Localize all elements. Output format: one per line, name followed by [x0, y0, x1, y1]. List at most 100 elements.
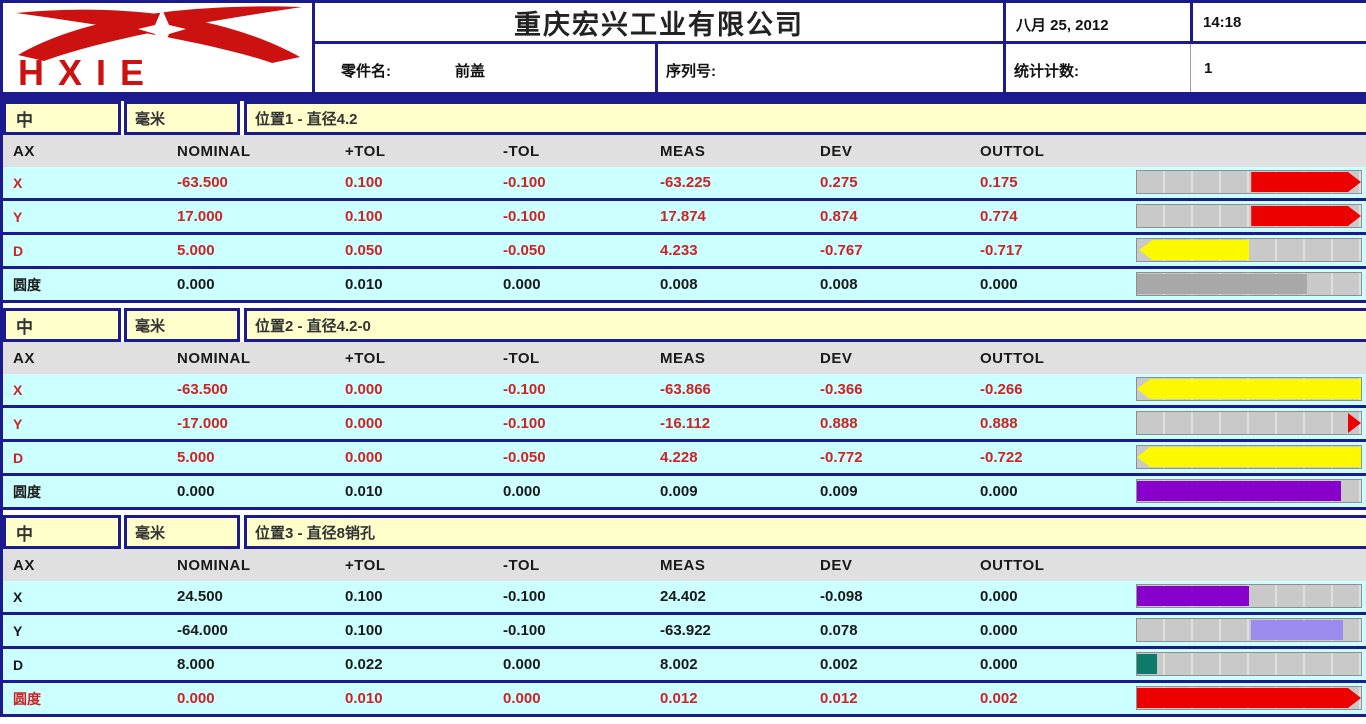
column-header: OUTTOL	[980, 556, 1045, 574]
cell-ax: 圆度	[13, 483, 41, 500]
column-header: NOMINAL	[177, 556, 251, 574]
tolerance-bar-cell	[1134, 476, 1366, 507]
cell-ntol: 0.000	[503, 276, 541, 293]
cell-dev: -0.767	[820, 242, 863, 259]
cell-meas: -16.112	[660, 415, 711, 432]
column-header: OUTTOL	[980, 142, 1045, 160]
column-header: DEV	[820, 349, 853, 367]
table-row: D 5.000 0.050 -0.050 4.233 -0.767 -0.717	[3, 235, 1366, 269]
cell-nominal: -63.500	[177, 381, 228, 398]
table-row: 圆度 0.000 0.010 0.000 0.008 0.008 0.000	[3, 269, 1366, 303]
tolerance-bar-arrow-left	[1137, 379, 1361, 399]
cell-ax: 圆度	[13, 276, 41, 293]
serial-number-label: 序列号:	[666, 63, 716, 80]
cell-ntol: -0.100	[503, 174, 546, 191]
company-name-cell: 重庆宏兴工业有限公司	[312, 0, 1006, 44]
cell-ax: 圆度	[13, 690, 41, 707]
cell-ptol: 0.100	[345, 174, 383, 191]
report-time: 14:18	[1203, 14, 1242, 31]
cell-ntol: -0.100	[503, 622, 546, 639]
tolerance-bar-track	[1136, 584, 1362, 608]
date-cell: 八月 25, 2012	[1003, 0, 1193, 44]
company-logo: HXIE	[0, 0, 315, 95]
cell-dev: 0.888	[820, 415, 858, 432]
cell-ptol: 0.000	[345, 415, 383, 432]
table-row: Y 17.000 0.100 -0.100 17.874 0.874 0.774	[3, 201, 1366, 235]
tolerance-bar-block	[1137, 654, 1158, 674]
svg-text:HXIE: HXIE	[18, 52, 158, 91]
tolerance-bar-cell	[1134, 374, 1366, 405]
column-header: +TOL	[345, 556, 386, 574]
dimension-section: 中毫米 位置2 - 直径4.2-0 AX NOMINAL +TOL -TOL MEAS DEV…	[3, 308, 1366, 510]
cell-dev: 0.002	[820, 656, 858, 673]
hxie-logo-icon: HXIE	[15, 5, 302, 91]
tolerance-bar-cell	[1134, 408, 1366, 439]
column-header-row: AX NOMINAL +TOL -TOL MEAS DEV OUTTOL	[3, 135, 1366, 167]
column-header: -TOL	[503, 142, 540, 160]
cell-ntol: -0.100	[503, 415, 546, 432]
company-name: 重庆宏兴工业有限公司	[514, 9, 804, 40]
cell-outtol: 0.000	[980, 622, 1018, 639]
cell-ntol: 0.000	[503, 483, 541, 500]
section-header: 中毫米 位置3 - 直径8销孔	[3, 515, 1366, 549]
tolerance-bar-arrow-right	[1251, 206, 1361, 226]
tolerance-bar-track	[1136, 204, 1362, 228]
cell-dev: 0.012	[820, 690, 858, 707]
cell-dev: 0.009	[820, 483, 858, 500]
cell-ax: X	[13, 588, 23, 605]
cell-nominal: 0.000	[177, 276, 215, 293]
tolerance-bar-track	[1136, 652, 1362, 676]
cell-dev: 0.874	[820, 208, 858, 225]
tolerance-bar-cell	[1134, 201, 1366, 232]
cell-nominal: 5.000	[177, 449, 215, 466]
stats-count-cell: 统计计数: 1	[1003, 41, 1366, 95]
cell-meas: -63.922	[660, 622, 711, 639]
tolerance-bar-arrow-left	[1139, 240, 1249, 260]
cell-ptol: 0.050	[345, 242, 383, 259]
table-row: Y -17.000 0.000 -0.100 -16.112 0.888 0.888	[3, 408, 1366, 442]
position-symbol: 中	[3, 515, 121, 549]
column-header: -TOL	[503, 556, 540, 574]
tolerance-bar-cell	[1134, 269, 1366, 300]
tolerance-bar-arrow-right	[1348, 413, 1361, 433]
cell-dev: -0.366	[820, 381, 863, 398]
table-row: 圆度 0.000 0.010 0.000 0.009 0.009 0.000	[3, 476, 1366, 510]
cell-outtol: 0.000	[980, 483, 1018, 500]
cell-meas: 0.008	[660, 276, 698, 293]
tolerance-bar-block	[1137, 481, 1341, 501]
dimension-section: 中毫米 位置3 - 直径8销孔 AX NOMINAL +TOL -TOL MEAS DEV OU…	[3, 515, 1366, 717]
cell-nominal: 0.000	[177, 483, 215, 500]
report-date: 八月 25, 2012	[1016, 17, 1109, 34]
column-header: -TOL	[503, 349, 540, 367]
cell-ptol: 0.000	[345, 381, 383, 398]
tolerance-bar-track	[1136, 411, 1362, 435]
section-header: 中毫米 位置2 - 直径4.2-0	[3, 308, 1366, 342]
tolerance-bar-block	[1137, 274, 1308, 294]
cell-outtol: 0.000	[980, 656, 1018, 673]
cell-outtol: 0.002	[980, 690, 1018, 707]
table-row: D 8.000 0.022 0.000 8.002 0.002 0.000	[3, 649, 1366, 683]
section-title: 位置2 - 直径4.2-0	[244, 308, 1366, 342]
cell-ptol: 0.022	[345, 656, 383, 673]
tolerance-bar-track	[1136, 377, 1362, 401]
cell-ax: D	[13, 242, 24, 259]
cell-outtol: -0.266	[980, 381, 1023, 398]
tolerance-bar-cell	[1134, 649, 1366, 680]
cell-nominal: 8.000	[177, 656, 215, 673]
stats-count-value: 1	[1204, 60, 1213, 77]
column-header: NOMINAL	[177, 142, 251, 160]
cell-dev: -0.098	[820, 588, 863, 605]
cell-ntol: -0.050	[503, 449, 546, 466]
header-separator-band	[0, 95, 1366, 101]
cell-ax: Y	[13, 622, 23, 639]
cell-ntol: -0.100	[503, 588, 546, 605]
column-header: MEAS	[660, 349, 706, 367]
tolerance-bar-block	[1251, 620, 1344, 640]
tolerance-bar-arrow-right	[1251, 172, 1361, 192]
column-header: MEAS	[660, 142, 706, 160]
tolerance-bar-arrow-left	[1137, 447, 1361, 467]
cell-ptol: 0.100	[345, 208, 383, 225]
cell-ax: X	[13, 381, 23, 398]
section-title: 位置1 - 直径4.2	[244, 101, 1366, 135]
cell-ptol: 0.100	[345, 588, 383, 605]
